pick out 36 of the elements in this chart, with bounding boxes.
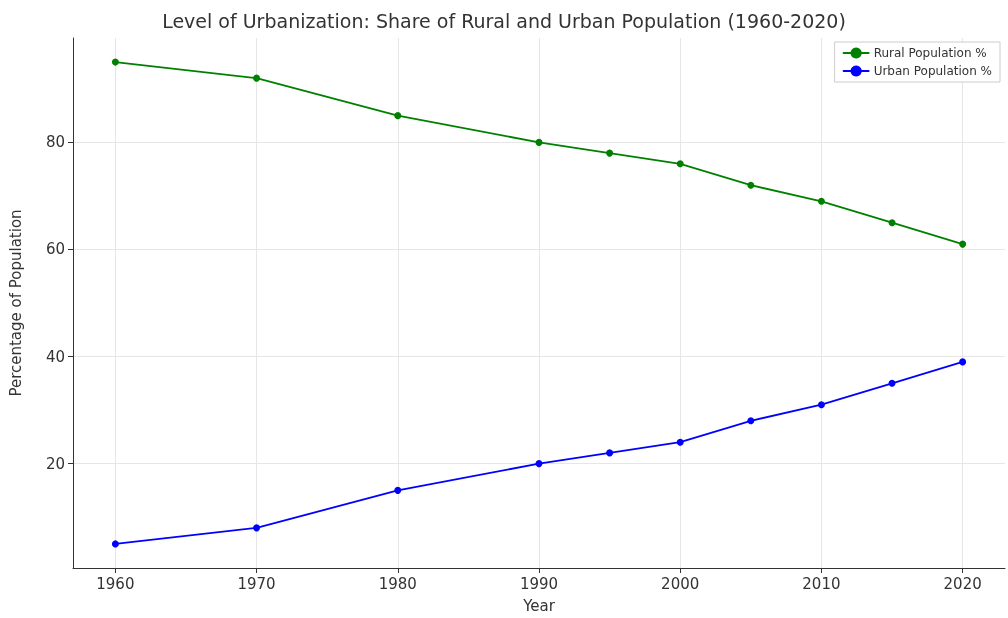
y-tick-label: 20: [45, 454, 65, 473]
y-tick-label: 80: [45, 133, 65, 152]
point: [676, 160, 684, 168]
point: [535, 460, 543, 468]
point: [253, 74, 261, 82]
x-axis-title: Year: [522, 596, 556, 615]
point: [888, 219, 896, 227]
y-tick-label: 40: [45, 347, 65, 366]
x-tick-label: 2020: [943, 574, 982, 593]
point: [747, 417, 755, 425]
point: [606, 149, 614, 157]
x-tick-label: 2010: [802, 574, 841, 593]
point: [111, 58, 119, 66]
point: [253, 524, 261, 532]
point: [111, 540, 119, 548]
point: [959, 358, 967, 366]
point: [676, 438, 684, 446]
chart-title: Level of Urbanization: Share of Rural and Urban Population (1960-2020): [162, 9, 846, 32]
y-axis-title: Percentage of Population: [6, 209, 25, 397]
x-tick-label: 1980: [378, 574, 417, 593]
point: [959, 240, 967, 248]
x-tick-label: 1960: [96, 574, 135, 593]
x-tick-label: 1970: [237, 574, 276, 593]
point: [888, 379, 896, 387]
legend-label: Urban Population %: [873, 64, 992, 78]
legend-label: Rural Population %: [873, 46, 987, 60]
point: [817, 401, 825, 409]
y-tick-label: 60: [45, 240, 65, 259]
point: [394, 486, 402, 494]
point: [606, 449, 614, 457]
point: [817, 197, 825, 205]
x-tick-label: 1990: [519, 574, 559, 593]
x-tick-label: 2000: [661, 574, 700, 593]
point: [747, 181, 755, 189]
point: [535, 138, 543, 146]
point: [394, 112, 402, 120]
